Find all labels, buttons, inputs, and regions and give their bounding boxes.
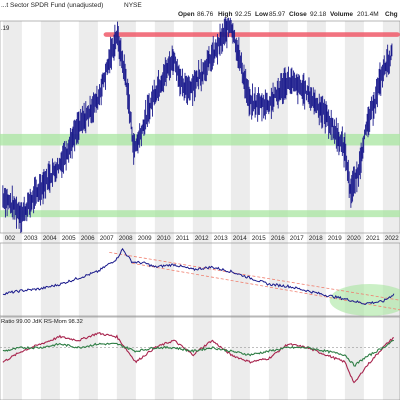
open-label: Open: [178, 11, 195, 18]
support-band: [0, 133, 400, 146]
close-label: Close: [289, 11, 307, 18]
ratio-panel-frame: [0, 242, 400, 317]
high-label: High: [218, 11, 232, 18]
x-tick-label: 2019: [328, 235, 342, 242]
x-tick-label: 2003: [24, 235, 38, 242]
low-value: 85.97: [269, 11, 286, 18]
chart-title: ...t Sector SPDR Fund (unadjusted): [1, 2, 103, 9]
channel-upper-line: [109, 251, 400, 301]
x-tick-label: 2008: [119, 235, 133, 242]
open-value: 86.76: [197, 11, 214, 18]
x-tick-label: 2011: [176, 235, 190, 242]
rs-momentum-line: [2, 339, 394, 367]
low-label: Low: [255, 11, 269, 18]
ratio-highlight-ellipse: [329, 284, 400, 316]
x-tick-label: 2006: [81, 235, 95, 242]
price-panel-frame: [0, 20, 400, 234]
volume-value: 201.4M: [357, 11, 379, 18]
x-tick-label: 2009: [138, 235, 152, 242]
x-tick-label: 2018: [309, 235, 323, 242]
x-tick-label: 2007: [100, 235, 114, 242]
x-tick-label: 2020: [347, 235, 361, 242]
ratio-line: [2, 247, 395, 305]
x-tick-label: 2016: [271, 235, 285, 242]
x-tick-label: 2005: [62, 235, 76, 242]
rs-panel-label: Ratio 99.00 JdK RS-Mom 98.32: [1, 319, 83, 325]
x-tick-label: 2004: [43, 235, 57, 242]
x-tick-label: 2015: [252, 235, 266, 242]
x-tick-label: 2017: [290, 235, 304, 242]
price-scale-label: .19: [1, 26, 10, 32]
exchange-label: NYSE: [124, 2, 142, 9]
x-tick-label: 002: [5, 235, 16, 242]
x-tick-label: 2010: [157, 235, 171, 242]
rs-panel-frame: [0, 316, 400, 400]
x-tick-label: 2014: [233, 235, 247, 242]
resistance-band: [103, 32, 400, 37]
x-tick-label: 2013: [214, 235, 228, 242]
volume-label: Volume: [330, 11, 353, 18]
support-band: [0, 210, 400, 218]
chg-label: Chg: [385, 11, 398, 18]
high-value: 92.25: [235, 11, 252, 18]
close-value: 92.18: [310, 11, 327, 18]
x-tick-label: 2012: [195, 235, 209, 242]
x-tick-label: 2021: [366, 235, 380, 242]
x-tick-label: 2022: [385, 235, 399, 242]
